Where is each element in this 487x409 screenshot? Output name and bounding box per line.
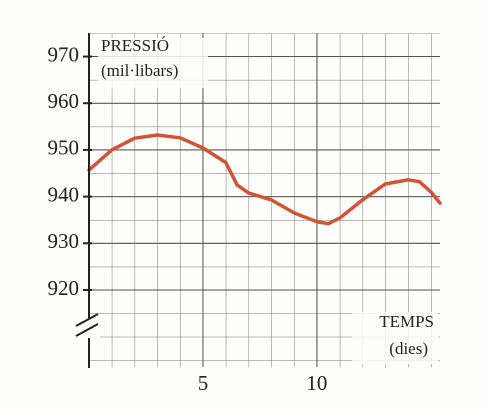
- x-tick-label: 10: [306, 371, 327, 395]
- y-tick-label: 930: [48, 229, 80, 253]
- label-bg: [98, 38, 208, 88]
- x-tick-label: 5: [198, 371, 209, 395]
- x-axis-label: TEMPS: [379, 312, 434, 331]
- y-axis-label: PRESSIÓ: [101, 36, 169, 55]
- axis-break: [75, 313, 99, 337]
- y-tick-label: 950: [48, 136, 80, 160]
- y-axis-unit: (mil·libars): [101, 61, 178, 80]
- label-bg: [352, 312, 438, 364]
- y-tick-label: 970: [48, 42, 80, 66]
- x-axis-unit: (dies): [389, 339, 428, 358]
- data-line: [87, 133, 442, 226]
- y-tick-label: 960: [48, 89, 80, 113]
- y-tick-label: 940: [48, 182, 80, 206]
- y-tick-label: 920: [48, 276, 80, 300]
- grid-pattern: [89, 33, 440, 368]
